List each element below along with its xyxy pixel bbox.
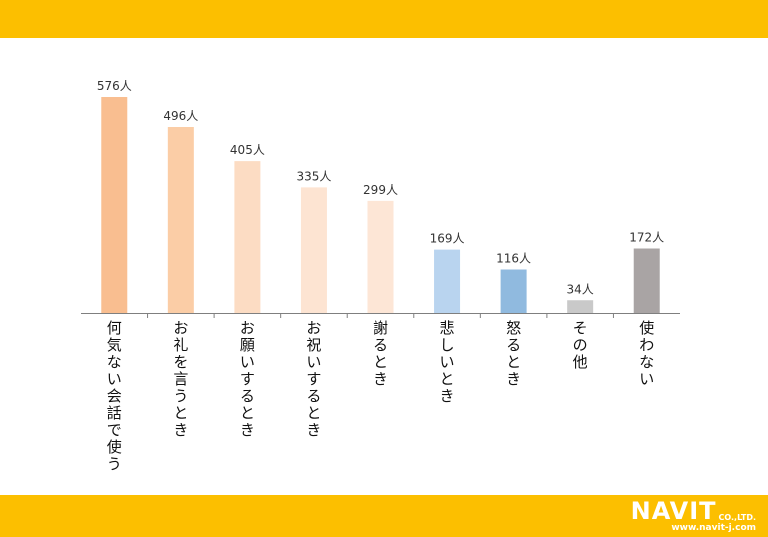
category-label-7: 怒るとき	[506, 319, 521, 388]
value-label-5: 299人	[363, 183, 398, 197]
value-label-8: 34人	[567, 282, 594, 296]
value-label-2: 496人	[163, 109, 198, 123]
category-label-2: お礼を言うとき	[173, 319, 188, 439]
top-banner	[0, 0, 768, 38]
bar-6	[434, 249, 461, 313]
category-label-5: 謝るとき	[373, 319, 388, 388]
category-label-9: 使わない	[639, 319, 654, 388]
bottom-banner	[0, 495, 768, 537]
bar-8	[567, 300, 594, 313]
bar-7	[500, 269, 527, 313]
value-label-3: 405人	[230, 143, 265, 157]
value-label-9: 172人	[629, 231, 664, 245]
value-label-4: 335人	[296, 169, 331, 183]
logo-url: www.navit-j.com	[671, 523, 756, 533]
bar-4	[300, 187, 327, 313]
bar-1	[101, 97, 128, 313]
value-label-7: 116人	[496, 252, 531, 266]
category-label-6: 悲しいとき	[440, 319, 455, 405]
bar-5	[367, 200, 394, 313]
bar-9	[633, 248, 660, 313]
company-logo: NAVIT CO.,LTD. www.navit-j.com	[626, 499, 756, 533]
category-label-8: その他	[573, 319, 588, 371]
category-label-1: 何気ない会話で使う	[107, 319, 122, 473]
category-label-3: お願いするとき	[240, 319, 255, 439]
bar-3	[234, 161, 261, 313]
logo-suffix: CO.,LTD.	[718, 513, 756, 522]
value-label-6: 169人	[430, 232, 465, 246]
bar-2	[167, 127, 194, 313]
category-label-4: お祝いするとき	[306, 319, 321, 439]
value-label-1: 576人	[97, 79, 132, 93]
logo-name: NAVIT	[630, 497, 717, 525]
